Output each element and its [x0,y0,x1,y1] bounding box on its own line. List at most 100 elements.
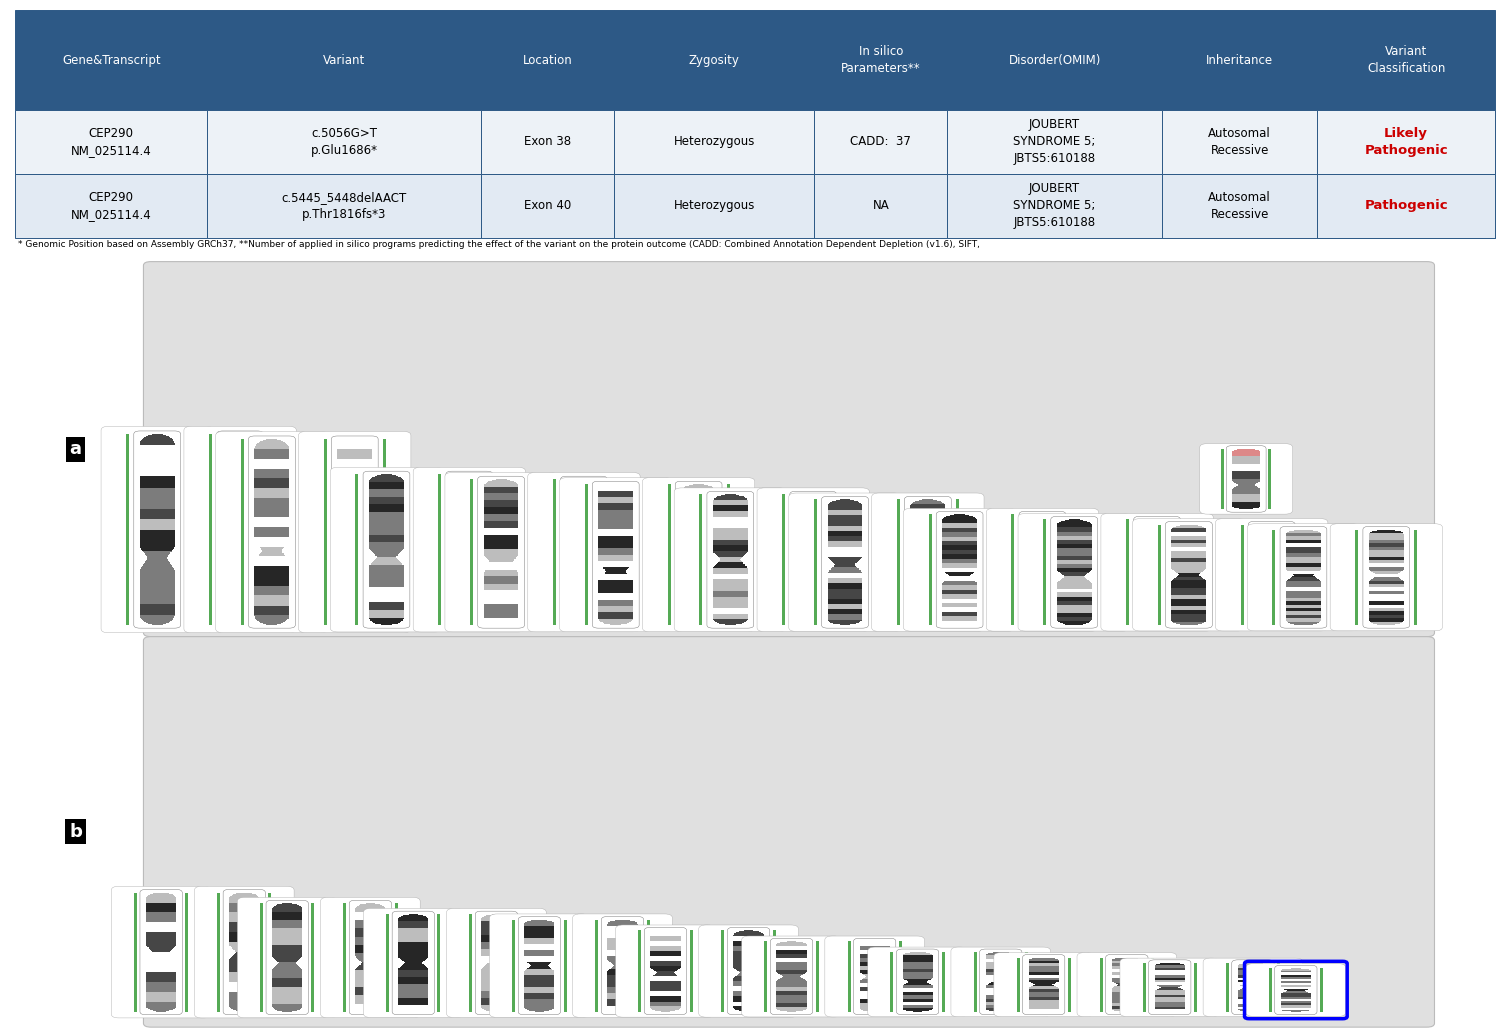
Bar [1071,514,1074,625]
Text: c.5056G>T
p.Glu1686*: c.5056G>T p.Glu1686* [311,127,378,157]
Bar [269,893,272,1011]
FancyBboxPatch shape [1203,958,1303,1017]
Bar [615,10,814,110]
Bar [722,930,725,1011]
Bar [643,485,646,625]
Bar [612,479,615,625]
Bar [207,10,482,110]
Bar [929,514,932,625]
Bar [758,494,761,625]
FancyBboxPatch shape [1247,524,1359,631]
FancyBboxPatch shape [143,636,1434,1027]
Bar [470,914,473,1011]
Bar [186,893,189,1011]
Bar [782,494,785,625]
FancyBboxPatch shape [560,477,672,632]
FancyBboxPatch shape [445,472,557,632]
Bar [639,930,642,1011]
Bar [186,434,189,625]
Bar [482,10,615,110]
Bar [300,439,304,625]
FancyBboxPatch shape [986,508,1099,631]
Bar [814,499,817,625]
Bar [1226,963,1229,1011]
Bar [521,914,524,1011]
Bar [1356,530,1359,625]
FancyBboxPatch shape [447,908,547,1018]
Bar [563,920,566,1011]
Text: Variant: Variant [323,54,365,67]
FancyBboxPatch shape [216,432,328,633]
FancyBboxPatch shape [101,427,213,633]
Text: Location: Location [522,54,572,67]
Bar [15,110,207,174]
Bar [1317,174,1495,238]
Bar [394,903,397,1011]
Bar [343,903,346,1011]
FancyBboxPatch shape [1120,958,1220,1017]
FancyBboxPatch shape [528,472,640,632]
Bar [1185,520,1188,625]
FancyBboxPatch shape [616,925,716,1018]
Bar [438,914,441,1011]
FancyBboxPatch shape [1101,513,1213,631]
Bar [764,941,767,1011]
Text: * Genomic Position based on Assembly GRCh37, **Number of applied in silico progr: * Genomic Position based on Assembly GRC… [18,240,980,250]
FancyBboxPatch shape [1132,519,1246,631]
Bar [1317,110,1495,174]
Bar [1277,963,1280,1011]
Bar [1194,963,1197,1011]
Text: Inheritance: Inheritance [1206,54,1273,67]
Bar [387,914,390,1011]
Bar [847,941,850,1011]
FancyBboxPatch shape [642,477,755,632]
Text: Gene&Transcript: Gene&Transcript [62,54,160,67]
Bar [512,920,515,1011]
FancyBboxPatch shape [757,488,870,632]
Text: Likely
Pathogenic: Likely Pathogenic [1365,127,1448,157]
FancyBboxPatch shape [299,432,411,633]
Text: a: a [69,440,82,458]
Bar [482,174,615,238]
Bar [1317,10,1495,110]
Text: JOUBERT
SYNDROME 5;
JBTS5:610188: JOUBERT SYNDROME 5; JBTS5:610188 [1013,119,1096,165]
Text: JOUBERT
SYNDROME 5;
JBTS5:610188: JOUBERT SYNDROME 5; JBTS5:610188 [1013,182,1096,230]
Bar [414,474,417,625]
Bar [615,110,814,174]
FancyBboxPatch shape [237,897,337,1018]
Bar [1268,968,1271,1011]
Bar [1102,520,1105,625]
Bar [667,485,670,625]
Bar [1143,963,1146,1011]
Bar [1163,174,1317,238]
Text: CEP290
NM_025114.4: CEP290 NM_025114.4 [71,127,151,157]
Bar [897,499,900,625]
FancyBboxPatch shape [1018,513,1131,631]
Text: Heterozygous: Heterozygous [673,199,755,212]
Bar [1415,530,1418,625]
Bar [207,110,482,174]
Bar [470,479,473,625]
FancyBboxPatch shape [1330,524,1442,631]
Bar [134,893,137,1011]
Bar [1317,174,1495,238]
Bar [898,941,901,1011]
Text: Zygosity: Zygosity [689,54,740,67]
Bar [323,439,326,625]
Bar [699,494,702,625]
Text: Pathogenic: Pathogenic [1365,199,1448,212]
FancyBboxPatch shape [184,427,296,633]
Text: Exon 40: Exon 40 [524,199,571,212]
FancyBboxPatch shape [572,913,672,1018]
Bar [974,953,977,1011]
Bar [382,439,385,625]
Bar [355,474,358,625]
Bar [311,903,314,1011]
FancyBboxPatch shape [112,887,211,1018]
FancyBboxPatch shape [868,947,968,1017]
Bar [553,479,556,625]
FancyBboxPatch shape [331,467,442,632]
Bar [947,174,1163,238]
Bar [1126,520,1129,625]
Text: Disorder(OMIM): Disorder(OMIM) [1009,54,1101,67]
